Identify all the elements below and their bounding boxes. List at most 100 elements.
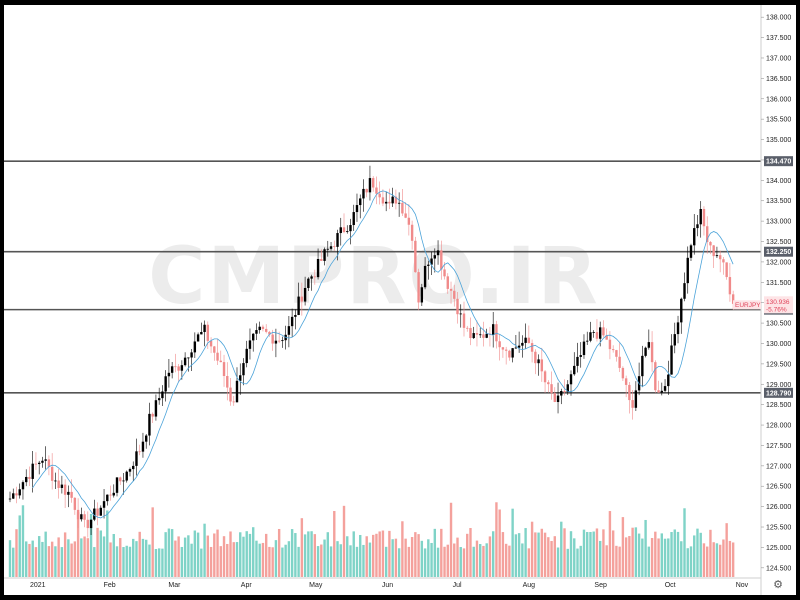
price-tick-label: 132.500	[766, 239, 791, 246]
volume-bar	[624, 537, 628, 577]
candlestick-chart[interactable]: CMPRO.IR 138.000 137.500 137.000 136.500 136…	[4, 5, 796, 595]
candle-body	[31, 463, 34, 479]
volume-bar	[491, 531, 495, 577]
candle-body	[479, 334, 482, 336]
volume-bar	[650, 538, 654, 577]
candle-body	[563, 390, 566, 392]
price-tick-label: 127.500	[766, 443, 791, 450]
candle-body	[420, 287, 424, 303]
volume-bar	[216, 529, 219, 577]
candle-body	[151, 413, 154, 417]
candle-body	[712, 245, 715, 257]
candle-body	[128, 469, 132, 472]
price-tick-label: 136.000	[766, 96, 791, 103]
candle-body	[589, 332, 592, 341]
volume-bar	[706, 546, 709, 577]
price-tick-label: 124.500	[766, 565, 791, 572]
volume-bar	[537, 532, 540, 577]
candle-body	[274, 340, 278, 344]
time-tick-label: Jun	[382, 582, 393, 589]
candle-body	[255, 330, 258, 334]
volume-bar	[63, 532, 67, 577]
volume-bar	[683, 508, 686, 577]
volume-bar	[222, 536, 226, 577]
volume-bar	[517, 533, 521, 577]
candle-body	[83, 514, 86, 520]
candle-body	[109, 494, 112, 496]
candle-body	[660, 390, 664, 393]
volume-bar	[388, 530, 391, 577]
candle-body	[530, 343, 534, 352]
candle-body	[15, 493, 18, 496]
volume-bar	[274, 540, 278, 577]
candle-body	[112, 492, 115, 496]
volume-bar	[637, 533, 641, 577]
volume-bar	[420, 540, 424, 577]
candle-body	[245, 348, 248, 364]
volume-bar	[540, 528, 544, 577]
volume-bar	[644, 519, 647, 577]
volume-bar	[248, 533, 252, 577]
candle-body	[122, 480, 125, 482]
candle-body	[28, 476, 31, 479]
volume-bar	[375, 533, 378, 577]
volume-bar	[631, 527, 634, 577]
candle-body	[608, 339, 612, 350]
candle-body	[25, 476, 28, 483]
volume-bar	[702, 543, 706, 577]
volume-bar	[203, 523, 206, 577]
gear-icon[interactable]: ⚙	[773, 578, 783, 591]
volume-bar	[654, 531, 657, 577]
volume-bar	[151, 507, 154, 577]
time-tick-label: Aug	[523, 582, 536, 589]
volume-bar	[138, 531, 141, 577]
candle-body	[102, 501, 106, 508]
candle-body	[219, 360, 222, 363]
price-tick-label: 133.500	[766, 198, 791, 205]
volume-bar	[456, 537, 459, 577]
volume-bar	[709, 529, 712, 577]
candle-body	[316, 258, 320, 278]
volume-bar	[34, 547, 38, 577]
price-tick-label: 129.500	[766, 361, 791, 368]
volume-bar	[589, 531, 592, 577]
symbol-name-bg	[733, 300, 761, 310]
candle-body	[436, 250, 440, 256]
candle-body	[99, 507, 102, 516]
candle-body	[252, 333, 255, 341]
candle-body	[170, 366, 174, 373]
volume-bar	[21, 505, 25, 577]
volume-bar	[15, 529, 18, 577]
candle-body	[203, 324, 206, 333]
symbol-name: EURJPY	[735, 302, 761, 309]
candle-body	[339, 227, 342, 234]
candle-body	[634, 390, 638, 408]
volume-bar	[573, 538, 576, 577]
volume-bar	[641, 538, 644, 577]
candle-body	[466, 327, 469, 329]
volume-bar	[200, 548, 203, 577]
volume-bar	[342, 505, 346, 577]
volume-bar	[89, 513, 93, 577]
volume-bar	[673, 529, 676, 577]
volume-bar	[608, 511, 612, 577]
candle-body	[560, 390, 563, 396]
candle-body	[63, 484, 67, 495]
volume-bar	[362, 544, 365, 577]
price-tick-label: 126.000	[766, 504, 791, 511]
volume-bar	[602, 529, 605, 577]
level-tag-bg	[764, 156, 793, 167]
candle-body	[621, 367, 625, 379]
volume-bar	[524, 528, 527, 577]
volume-bar	[232, 542, 235, 577]
volume-bar	[414, 532, 417, 577]
candle-body	[187, 357, 190, 359]
candle-body	[709, 241, 712, 246]
candle-body	[689, 245, 693, 258]
price-tick-label: 135.000	[766, 137, 791, 144]
volume-bar	[183, 537, 187, 577]
volume-bar	[96, 527, 99, 577]
candle-body	[232, 401, 235, 403]
candle-body	[226, 375, 229, 388]
volume-bar	[397, 548, 401, 577]
